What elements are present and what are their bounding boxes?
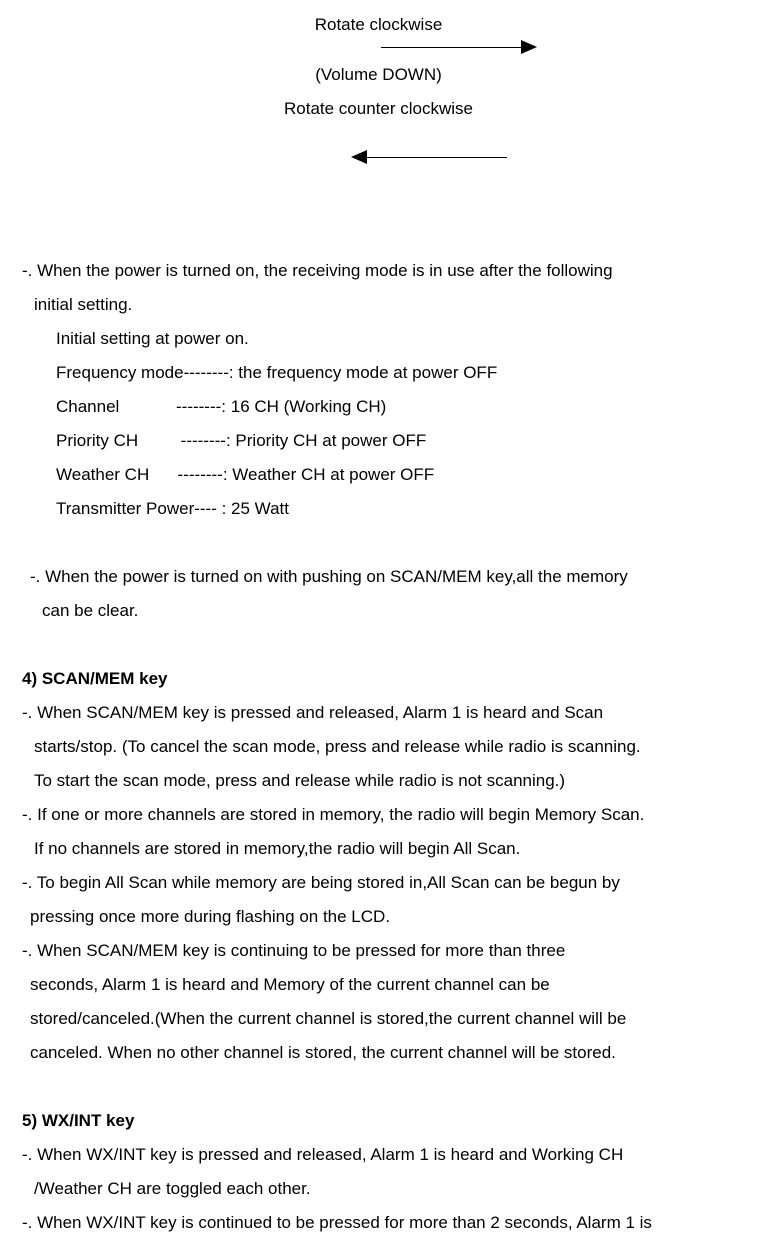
section4-l11: canceled. When no other channel is store… [22, 1036, 735, 1070]
section4-l9: seconds, Alarm 1 is heard and Memory of … [22, 968, 735, 1002]
header-block: Rotate clockwise (Volume DOWN) Rotate co… [22, 8, 735, 164]
arrow-left [122, 150, 735, 164]
arrow-line-right [381, 47, 521, 48]
power-on-line1: -. When the power is turned on, the rece… [22, 254, 735, 288]
power-on-line2: initial setting. [22, 288, 735, 322]
section4-l7: pressing once more during flashing on th… [22, 900, 735, 934]
power-on-line4: Frequency mode--------: the frequency mo… [22, 356, 735, 390]
volume-down-label: (Volume DOWN) [22, 58, 735, 92]
section4-title: 4) SCAN/MEM key [22, 662, 735, 696]
section4-l4: -. If one or more channels are stored in… [22, 798, 735, 832]
rotate-clockwise-label: Rotate clockwise [22, 8, 735, 42]
power-on-line10: can be clear. [22, 594, 735, 628]
power-on-line7: Weather CH --------: Weather CH at power… [22, 458, 735, 492]
section4-l8: -. When SCAN/MEM key is continuing to be… [22, 934, 735, 968]
power-on-line8: Transmitter Power---- : 25 Watt [22, 492, 735, 526]
power-on-line5: Channel --------: 16 CH (Working CH) [22, 390, 735, 424]
rotate-counter-clockwise-label: Rotate counter clockwise [22, 92, 735, 126]
power-on-line6: Priority CH --------: Priority CH at pow… [22, 424, 735, 458]
section5-l3: -. When WX/INT key is continued to be pr… [22, 1206, 735, 1240]
power-on-line9: -. When the power is turned on with push… [22, 560, 735, 594]
section4-l3: To start the scan mode, press and releas… [22, 764, 735, 798]
arrow-head-left-icon [351, 150, 367, 164]
section4-l2: starts/stop. (To cancel the scan mode, p… [22, 730, 735, 764]
section5-title: 5) WX/INT key [22, 1104, 735, 1138]
section5-l1: -. When WX/INT key is pressed and releas… [22, 1138, 735, 1172]
section4-l5: If no channels are stored in memory,the … [22, 832, 735, 866]
section4-l1: -. When SCAN/MEM key is pressed and rele… [22, 696, 735, 730]
section4-l6: -. To begin All Scan while memory are be… [22, 866, 735, 900]
power-on-line3: Initial setting at power on. [22, 322, 735, 356]
arrow-head-right-icon [521, 40, 537, 54]
arrow-right [182, 40, 735, 54]
section4-l10: stored/canceled.(When the current channe… [22, 1002, 735, 1036]
section5-l2: /Weather CH are toggled each other. [22, 1172, 735, 1206]
arrow-line-left [367, 157, 507, 158]
